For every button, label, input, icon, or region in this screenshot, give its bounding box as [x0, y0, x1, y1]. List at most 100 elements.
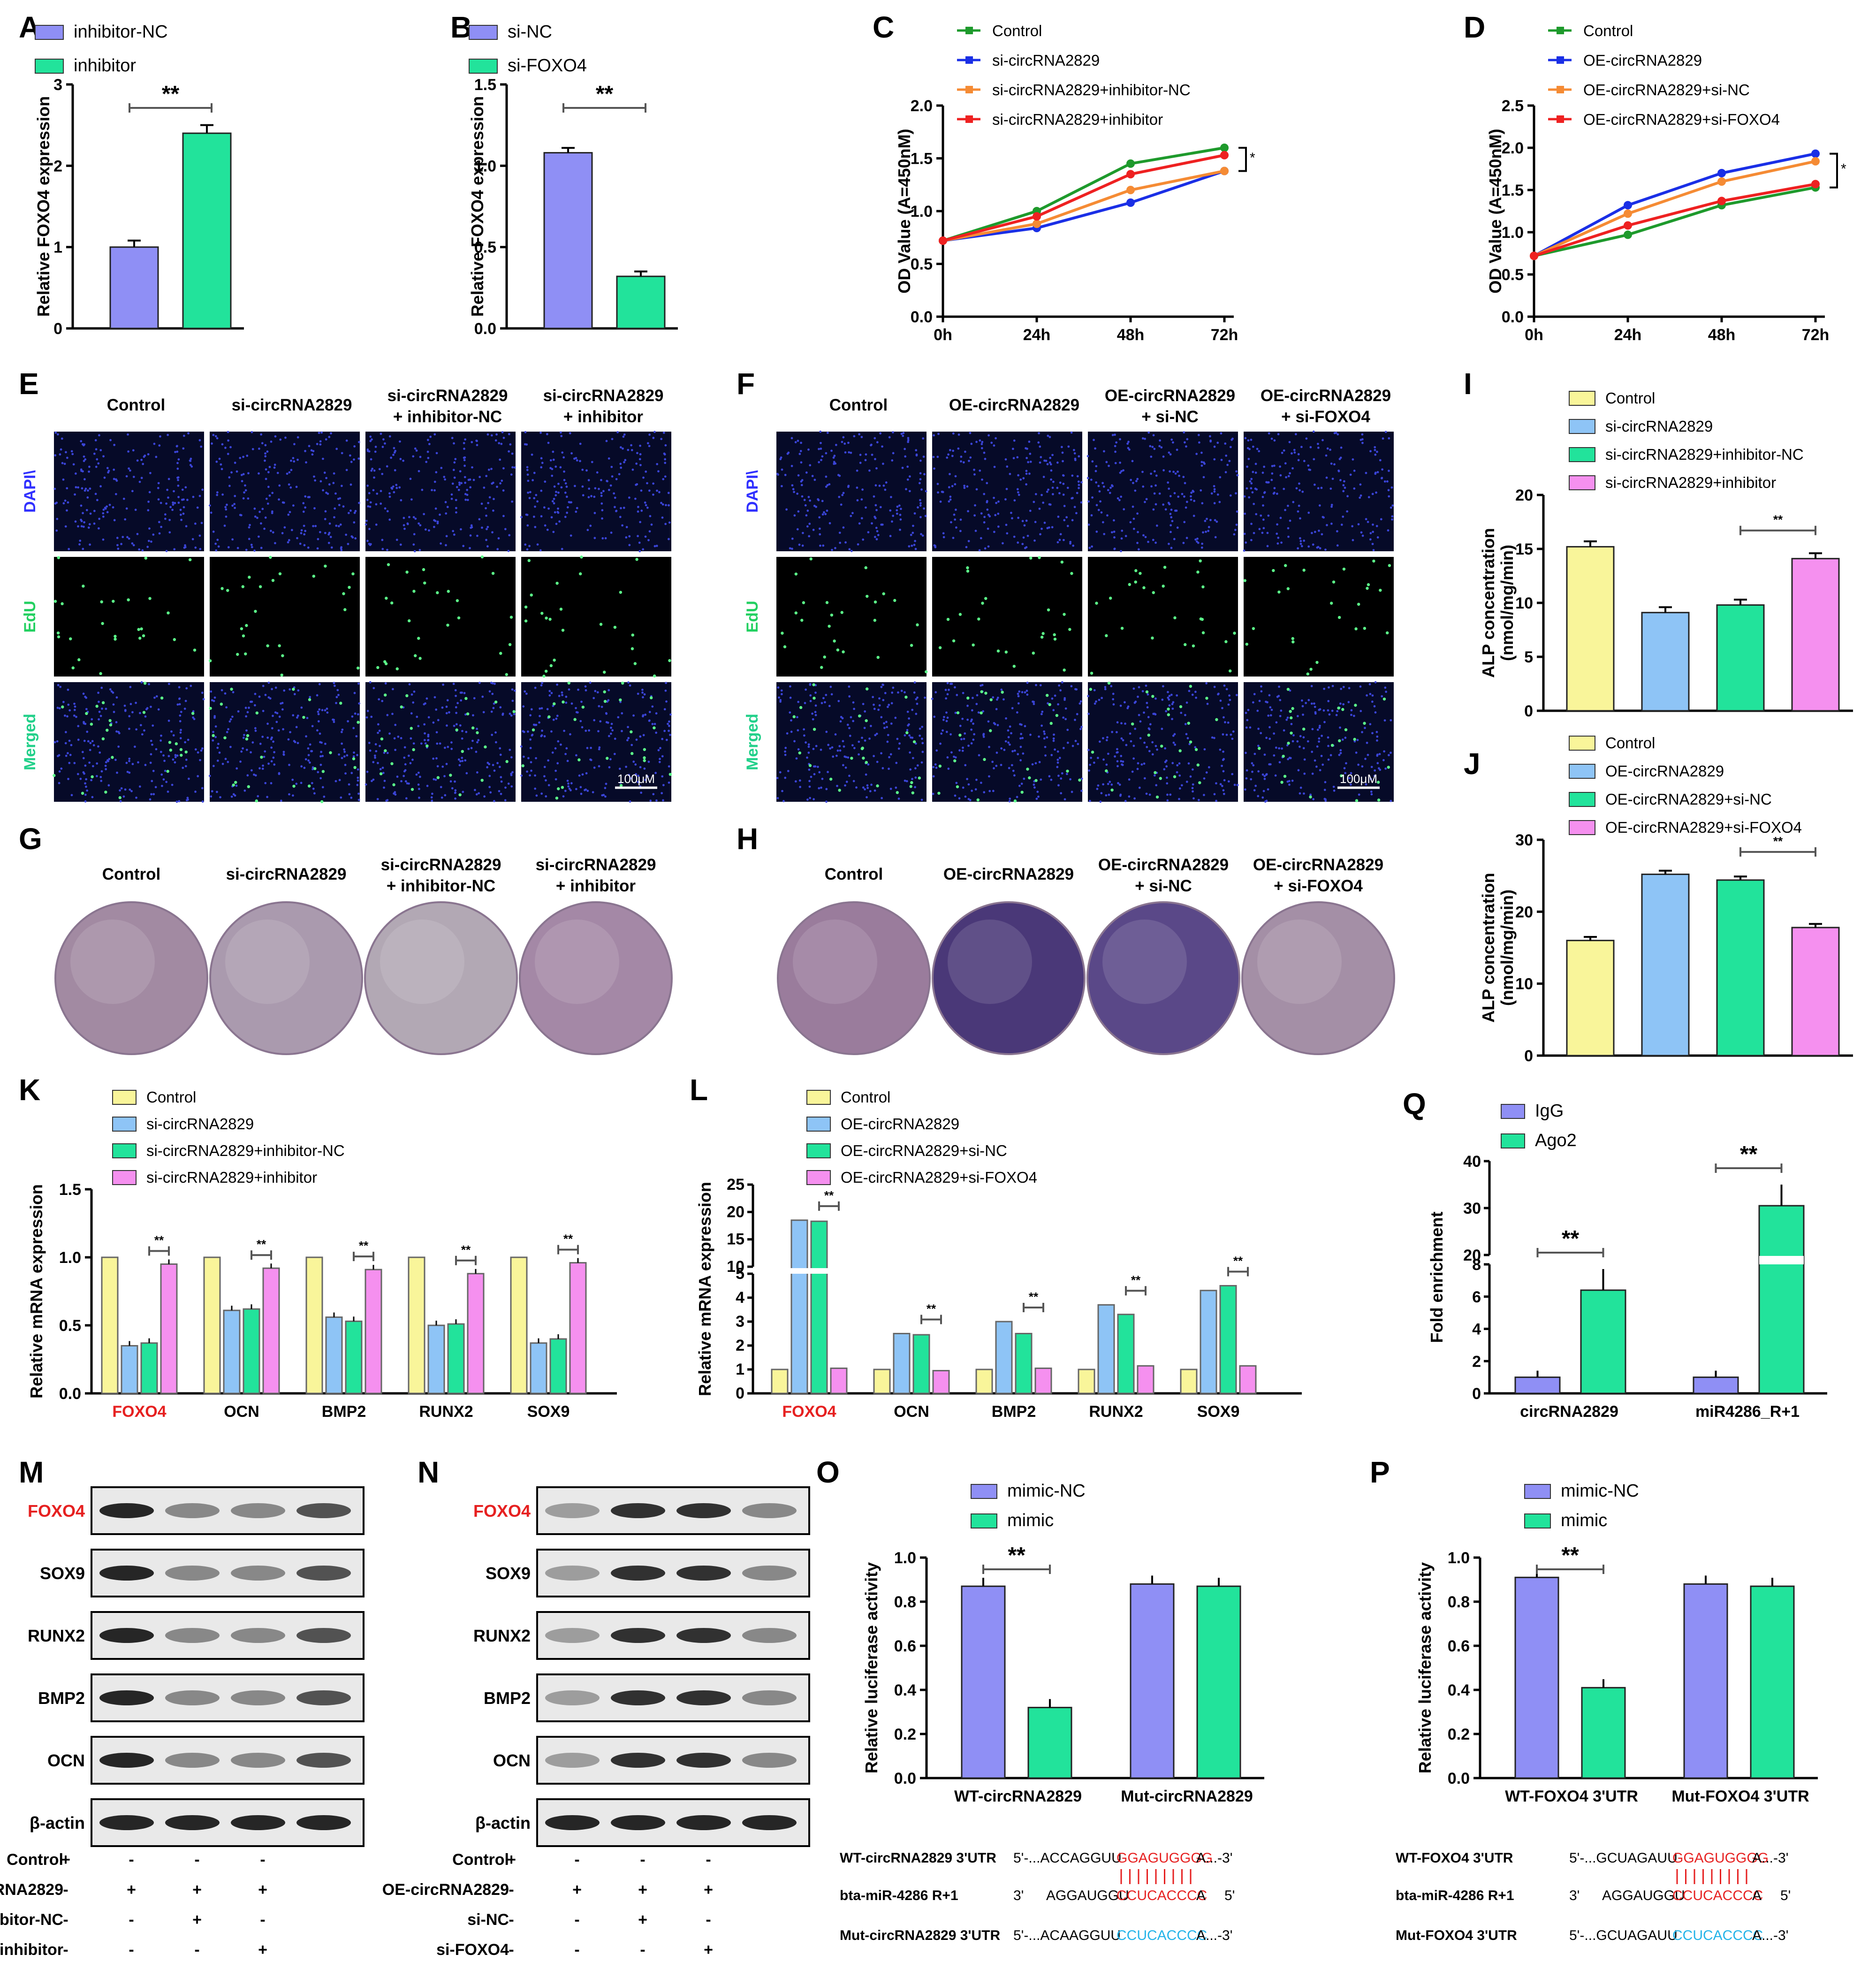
panel-F-edu-dot: [850, 756, 853, 760]
panel-E-nucleus-dot: [444, 478, 447, 481]
panel-F-nucleus-dot: [932, 456, 935, 458]
chart-K-bar: [345, 1320, 363, 1394]
panel-F-nucleus-dot: [1170, 524, 1172, 527]
panel-F-nucleus-dot: [1128, 795, 1131, 798]
panel-F-nucleus-dot: [818, 527, 821, 530]
panel-F-nucleus-dot: [1155, 525, 1158, 527]
panel-E-nucleus-dot: [80, 525, 83, 528]
chart-L-sig-label: **: [1131, 1273, 1141, 1287]
panel-N-protein-band: [676, 1628, 731, 1643]
panel-F-nucleus-dot: [1365, 471, 1367, 474]
panel-F-nucleus-dot: [1278, 685, 1280, 688]
panel-F-nucleus-dot: [1275, 721, 1278, 724]
panel-F-nucleus-dot: [1117, 782, 1119, 784]
panel-E-edu-dot: [630, 730, 633, 734]
chart-Q-bar: [1758, 1205, 1805, 1394]
panel-F-nucleus-dot: [1342, 685, 1345, 688]
panel-F-nucleus-dot: [864, 788, 866, 791]
panel-F-nucleus-dot: [951, 485, 954, 487]
panel-E-nucleus-dot: [167, 755, 170, 758]
panel-N-band-label: SOX9: [486, 1564, 531, 1583]
panel-E-nucleus-dot: [660, 502, 662, 504]
panel-F-nucleus-dot: [1197, 798, 1200, 801]
panel-E-nucleus-dot: [282, 753, 285, 756]
panel-F-nucleus-dot: [970, 742, 973, 745]
panel-F-nucleus-dot: [1324, 548, 1327, 551]
chart-C-legend-label: si-circRNA2829: [992, 52, 1100, 69]
panel-F-edu-dot: [1053, 638, 1057, 641]
chart-K-y-tick-label: 0.0: [59, 1385, 81, 1403]
panel-F-nucleus-dot: [1107, 753, 1109, 755]
panel-E-nucleus-dot: [179, 714, 182, 717]
panel-F-nucleus-dot: [1168, 451, 1170, 454]
panel-E-nucleus-dot: [107, 784, 110, 787]
panel-E-nucleus-dot: [664, 458, 667, 461]
panel-E-nucleus-dot: [102, 508, 105, 511]
panel-F-nucleus-dot: [1106, 514, 1109, 517]
panel-E-nucleus-dot: [212, 730, 214, 733]
panel-F-nucleus-dot: [1318, 740, 1320, 743]
panel-F-edu-dot: [1179, 705, 1183, 708]
panel-M-protein-band: [165, 1503, 220, 1518]
panel-F-nucleus-dot: [1027, 461, 1030, 464]
panel-F-nucleus-dot: [1196, 537, 1199, 540]
panel-F-nucleus-dot: [947, 768, 950, 770]
panel-E-nucleus-dot: [198, 439, 201, 441]
panel-F-nucleus-dot: [945, 697, 948, 700]
panel-E-nucleus-dot: [218, 751, 221, 754]
panel-E-nucleus-dot: [225, 515, 228, 518]
panel-E-nucleus-dot: [426, 439, 429, 441]
panel-F-nucleus-dot: [1291, 467, 1294, 470]
panel-F-nucleus-dot: [1262, 504, 1264, 507]
panel-E-nucleus-dot: [72, 463, 75, 466]
panel-E-nucleus-dot: [524, 543, 527, 546]
panel-E-nucleus-dot: [570, 452, 573, 455]
panel-F-nucleus-dot: [778, 696, 780, 699]
panel-F-nucleus-dot: [897, 691, 899, 694]
panel-F-nucleus-dot: [1005, 487, 1008, 490]
panel-F-nucleus-dot: [1243, 495, 1246, 498]
panel-E-nucleus-dot: [82, 757, 85, 760]
panel-E-nucleus-dot: [101, 707, 103, 710]
panel-F-nucleus-dot: [1097, 485, 1100, 487]
chart-I-legend-label: si-circRNA2829+inhibitor-NC: [1605, 446, 1804, 463]
panel-F-nucleus-dot: [1057, 784, 1060, 787]
chart-Q-sig-label: **: [1740, 1142, 1758, 1167]
panel-F-nucleus-dot: [1107, 783, 1109, 785]
panel-E-edu-dot: [313, 767, 317, 770]
panel-E-nucleus-dot: [334, 507, 336, 510]
panel-E-nucleus-dot: [628, 496, 630, 499]
panel-F-nucleus-dot: [1025, 456, 1028, 459]
panel-F-nucleus-dot: [1369, 692, 1372, 695]
panel-E-nucleus-dot: [304, 530, 307, 532]
panel-F-nucleus-dot: [1245, 712, 1247, 714]
panel-F-nucleus-dot: [978, 754, 980, 757]
panel-E-nucleus-dot: [651, 722, 654, 725]
panel-E-nucleus-dot: [339, 523, 342, 526]
panel-F-nucleus-dot: [1056, 541, 1059, 544]
panel-E-edu-dot: [269, 555, 272, 559]
panel-F-nucleus-dot: [899, 508, 902, 510]
panel-E-nucleus-dot: [300, 782, 303, 784]
panel-P-seq-mut-label: Mut-FOXO4 3'UTR: [1396, 1928, 1517, 1943]
panel-F-nucleus-dot: [1145, 684, 1147, 687]
chart-I-legend-swatch: [1569, 475, 1595, 490]
panel-F-nucleus-dot: [818, 461, 820, 464]
panel-E-nucleus-dot: [131, 542, 134, 545]
panel-H-col-header: OE-circRNA2829: [1098, 856, 1229, 874]
panel-E-nucleus-dot: [215, 549, 218, 552]
panel-E-nucleus-dot: [421, 488, 424, 491]
panel-F-nucleus-dot: [1093, 689, 1096, 692]
panel-E-nucleus-dot: [262, 684, 265, 687]
panel-E-nucleus-dot: [134, 509, 137, 511]
panel-E-nucleus-dot: [552, 531, 555, 533]
panel-E-nucleus-dot: [554, 747, 557, 750]
panel-F-nucleus-dot: [1185, 537, 1188, 540]
panel-F-nucleus-dot: [839, 720, 842, 723]
panel-E-nucleus-dot: [235, 767, 238, 770]
panel-E-nucleus-dot: [160, 773, 163, 776]
panel-M-protein-band: [296, 1815, 351, 1830]
panel-F-nucleus-dot: [960, 456, 963, 458]
panel-F-nucleus-dot: [1012, 769, 1015, 772]
panel-F-nucleus-dot: [1109, 781, 1111, 783]
